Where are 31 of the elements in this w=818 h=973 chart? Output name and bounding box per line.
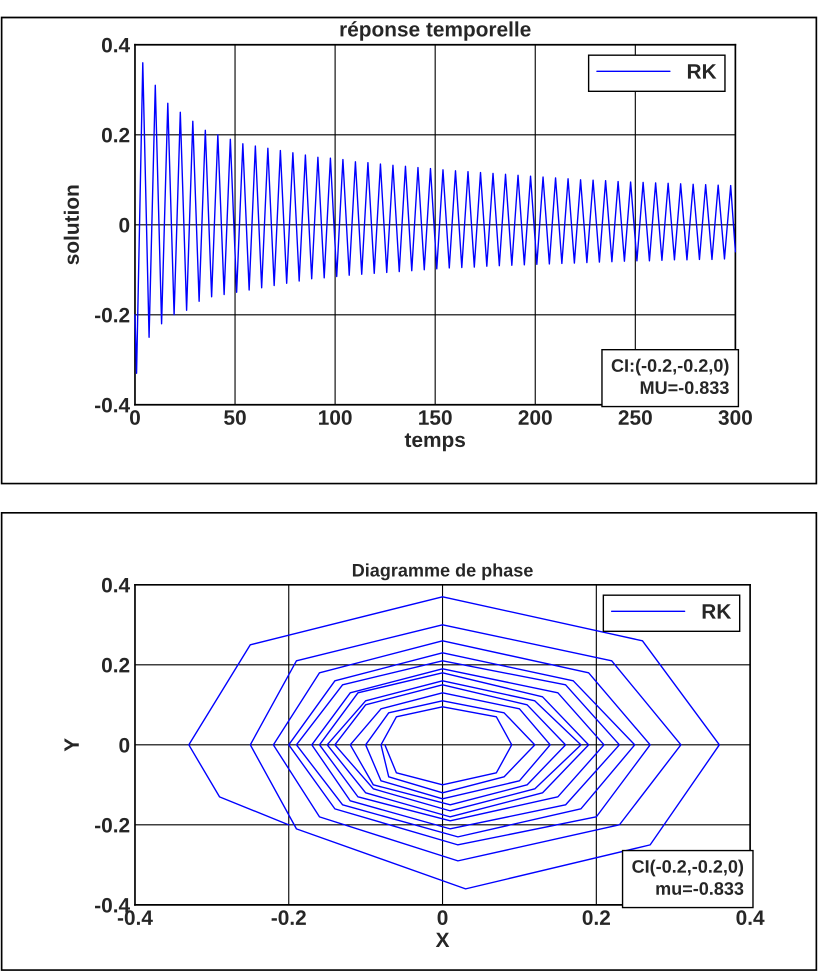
y-tick-label: 0.2: [102, 658, 130, 673]
x-tick-label: 250: [618, 410, 652, 425]
x-axis-title: X: [436, 932, 450, 948]
annotation: CI(-0.2,-0.2,0) mu=-0.833: [632, 860, 744, 895]
y-tick-label: -0.2: [95, 818, 130, 833]
chart-title: réponse temporelle: [340, 21, 531, 41]
x-tick-label: 0: [130, 410, 140, 425]
x-tick-label: 0.4: [736, 910, 764, 926]
y-tick-label: 0.4: [102, 578, 130, 593]
legend-label: RK: [702, 604, 732, 619]
x-tick-label: 300: [718, 410, 752, 425]
legend-label: RK: [688, 64, 716, 79]
y-tick-label: 0: [119, 218, 130, 233]
x-tick-label: 50: [224, 410, 246, 425]
annotation: CI:(-0.2,-0.2,0) MU=-0.833: [612, 358, 729, 394]
line-series: [134, 62, 736, 374]
x-tick-label: 0.2: [582, 910, 610, 926]
y-tick-label: -0.4: [95, 398, 130, 413]
x-tick-label: 200: [518, 410, 552, 425]
y-tick-label: 0: [119, 738, 130, 753]
x-tick-label: 0: [438, 910, 448, 926]
y-tick-label: -0.2: [95, 308, 130, 323]
y-tick-label: 0.4: [102, 38, 130, 53]
y-axis-title: solution: [64, 186, 79, 265]
x-axis-title: temps: [404, 433, 466, 452]
x-tick-label: 150: [419, 410, 452, 425]
y-axis-title: Y: [64, 738, 79, 752]
y-tick-label: 0.2: [102, 128, 130, 143]
chart-title: Diagramme de phase: [352, 563, 533, 580]
x-tick-label: 100: [319, 410, 352, 425]
x-tick-label: -0.2: [272, 910, 306, 926]
